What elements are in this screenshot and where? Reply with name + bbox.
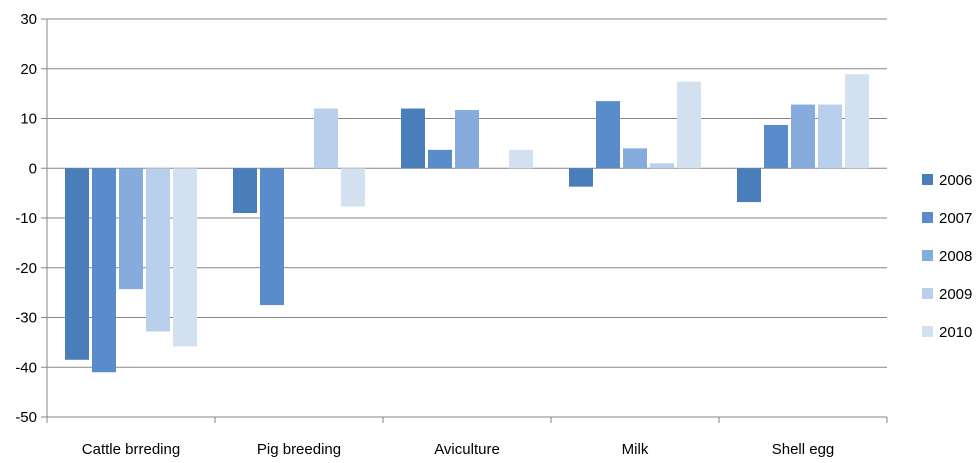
legend-label: 2009 [939,286,972,303]
bar-2009-1 [314,108,338,169]
legend-swatch [922,250,933,261]
bar-2008-2 [455,110,479,169]
bar-2009-0 [146,168,170,332]
bar-2010-2 [509,149,533,169]
bar-2007-4 [764,124,788,169]
bar-2007-0 [92,168,116,373]
bar-2010-3 [677,81,701,169]
axes: 30 20 10 0 -10 -20 -30 -40 -50 Cattle brreding Pig… [15,11,888,458]
y-tick-label: -50 [15,409,37,426]
y-tick-label: 30 [20,11,37,28]
bar-2007-2 [428,149,452,169]
y-tick-label: 20 [20,61,37,78]
x-category-label: Aviculture [434,441,500,458]
bar-2008-0 [119,168,143,290]
bar-2009-4 [818,104,842,169]
bar-2007-1 [260,168,284,306]
bar-2010-0 [173,168,197,347]
legend-swatch [922,288,933,299]
bar-2006-0 [65,168,89,360]
legend-label: 2008 [939,248,972,265]
legend-swatch [922,174,933,185]
bar-2009-3 [650,163,674,169]
bar-2006-4 [737,168,761,203]
y-tick-label: -20 [15,260,37,277]
legend-swatch [922,212,933,223]
bars [65,74,869,373]
legend-label: 2006 [939,172,972,189]
legend-label: 2010 [939,324,972,341]
bar-2006-3 [569,168,593,187]
x-category-label: Pig breeding [257,441,341,458]
y-tick-label: -40 [15,359,37,376]
y-tick-label: 10 [20,111,37,128]
legend-label: 2007 [939,210,972,227]
legend-swatch [922,326,933,337]
x-category-label: Cattle brreding [82,441,180,458]
x-category-label: Milk [622,441,649,458]
legend: 2006 2007 2008 2009 2010 [922,172,972,341]
bar-2008-4 [791,104,815,169]
bar-2010-4 [845,74,869,169]
y-tick-label: 0 [29,160,37,177]
y-tick-label: -30 [15,310,37,327]
bar-2006-2 [401,108,425,169]
bar-2006-1 [233,168,257,214]
bar-2010-1 [341,168,365,207]
x-category-label: Shell egg [772,441,835,458]
bar-2007-3 [596,101,620,169]
y-tick-label: -10 [15,210,37,227]
bar-2008-3 [623,148,647,169]
